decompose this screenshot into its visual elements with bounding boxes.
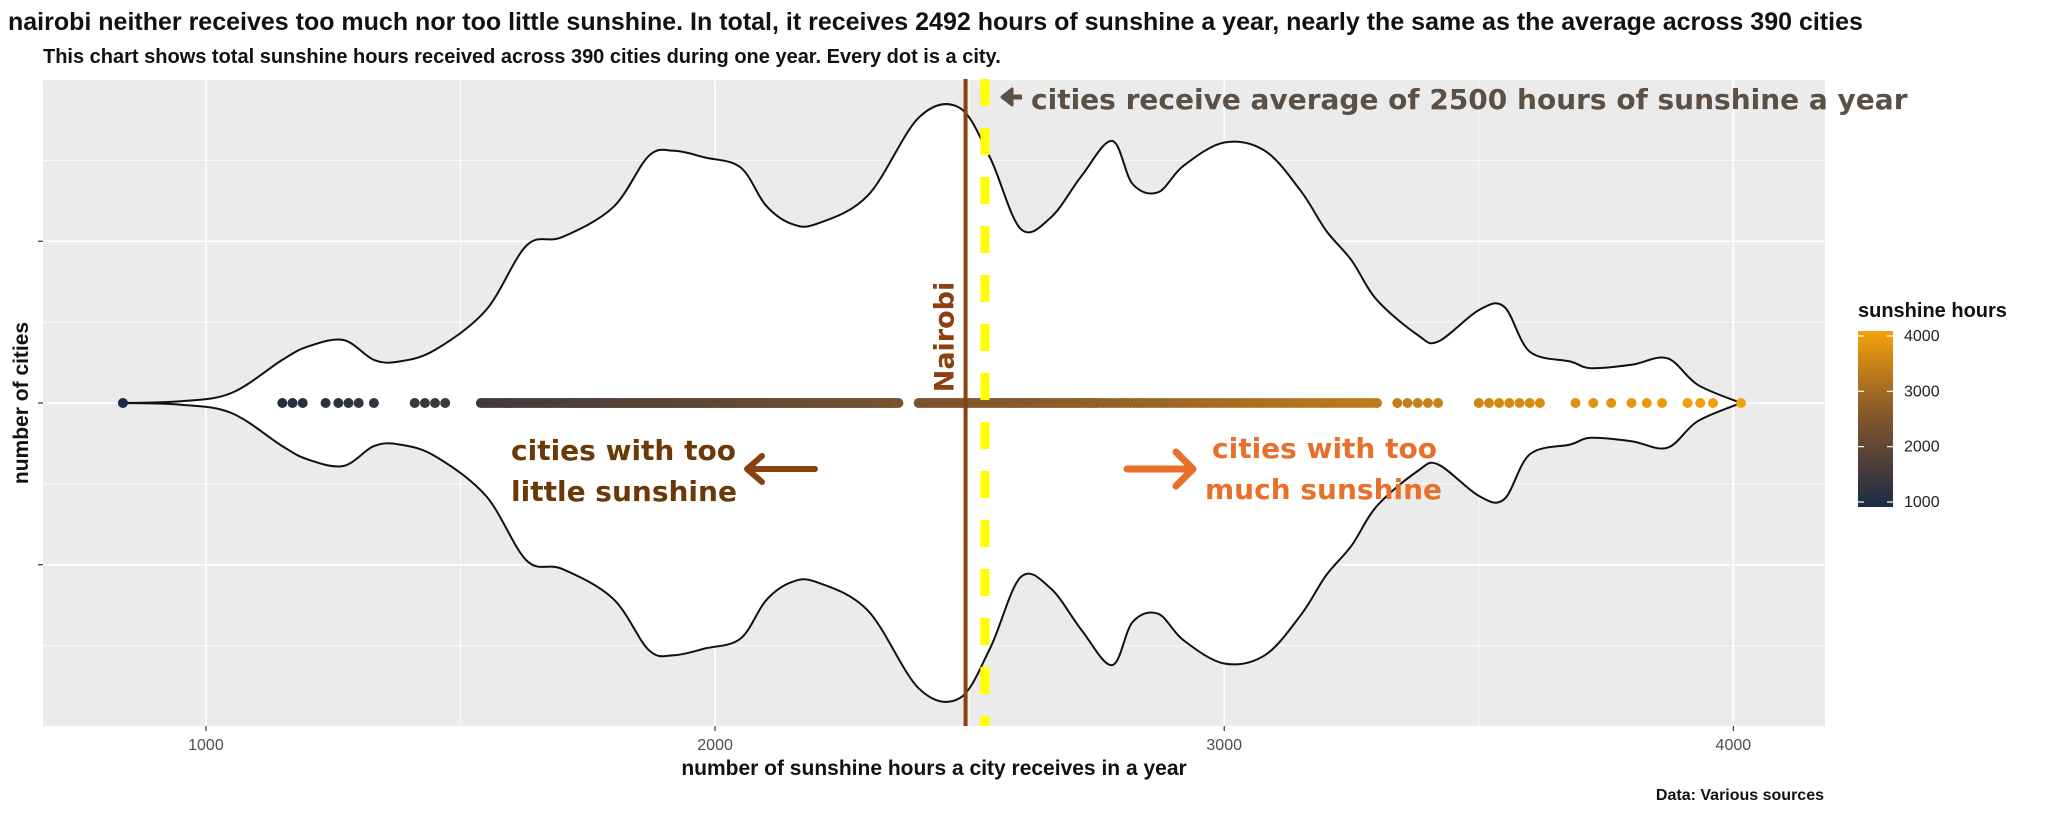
city-dot — [1494, 398, 1505, 408]
city-dot — [1433, 398, 1444, 408]
too-little-line1: cities with too — [511, 434, 736, 467]
city-dot — [368, 398, 379, 408]
city-dot — [297, 398, 308, 408]
city-dot — [1657, 398, 1668, 408]
city-dot — [277, 398, 288, 408]
city-dot — [1514, 398, 1525, 408]
too-little-line2: little sunshine — [511, 475, 737, 508]
x-tick-label: 2000 — [697, 737, 733, 754]
too-much-line2: much sunshine — [1205, 473, 1442, 506]
x-tick-label: 4000 — [1716, 737, 1752, 754]
x-tick-label: 3000 — [1206, 737, 1242, 754]
city-dot — [1588, 398, 1599, 408]
city-dot — [1524, 398, 1535, 408]
city-dot — [343, 398, 354, 408]
city-dot — [1606, 398, 1617, 408]
city-dot — [1695, 398, 1706, 408]
x-axis-title: number of sunshine hours a city receives… — [681, 757, 1186, 780]
legend-ticks: 1000 2000 3000 4000 — [1858, 328, 1940, 511]
legend-tick-label: 3000 — [1904, 383, 1940, 400]
legend-tick-label: 4000 — [1904, 328, 1940, 345]
city-dot — [1484, 398, 1494, 408]
city-dot — [287, 398, 298, 408]
city-dot — [1736, 398, 1746, 408]
city-dots — [117, 398, 1746, 408]
legend-title: sunshine hours — [1858, 300, 2007, 322]
city-dot — [440, 398, 451, 408]
city-dot — [333, 398, 344, 408]
city-dot — [1641, 398, 1652, 408]
city-dot — [430, 398, 440, 408]
city-dot — [320, 398, 331, 408]
city-dot — [1422, 398, 1433, 408]
city-dot — [1473, 398, 1484, 408]
city-dot — [1412, 398, 1423, 408]
average-annotation: cities receive average of 2500 hours of … — [1000, 83, 1908, 116]
chart-subtitle: This chart shows total sunshine hours re… — [43, 46, 1001, 68]
legend-tick-label: 2000 — [1904, 439, 1940, 456]
left-arrow-head-icon — [1000, 87, 1014, 107]
city-dot — [1504, 398, 1515, 408]
x-tick-label: 1000 — [188, 737, 224, 754]
city-dot — [1570, 398, 1581, 408]
y-axis-title: number of cities — [10, 322, 33, 484]
city-dot — [1708, 398, 1718, 408]
x-axis-ticks: 1000 2000 3000 4000 — [188, 726, 1751, 754]
y-axis-ticks — [38, 240, 43, 566]
color-legend: sunshine hours 1000 2000 3000 4000 — [1858, 300, 2007, 511]
city-dot — [117, 398, 128, 408]
too-little-annotation: cities with too little sunshine — [511, 434, 818, 508]
city-dot — [1402, 398, 1413, 408]
legend-tick-label: 1000 — [1904, 494, 1940, 511]
city-dot — [1372, 398, 1382, 408]
too-little-arrow-icon — [744, 453, 818, 485]
city-dot — [419, 398, 430, 408]
city-dot — [893, 398, 904, 408]
city-dot — [353, 398, 364, 408]
data-source-caption: Data: Various sources — [1655, 787, 1824, 804]
nairobi-label: Nairobi — [930, 282, 961, 393]
too-much-line1: cities with too — [1212, 432, 1437, 465]
city-dot — [1682, 398, 1693, 408]
chart-title: nairobi neither receives too much nor to… — [8, 8, 1863, 36]
city-dot — [1534, 398, 1545, 408]
too-much-arrow-icon — [1123, 448, 1197, 490]
average-annotation-text: cities receive average of 2500 hours of … — [1031, 83, 1908, 116]
city-dot — [1626, 398, 1637, 408]
too-much-annotation: cities with too much sunshine — [1123, 432, 1442, 506]
city-dot — [1392, 398, 1403, 408]
city-dot — [409, 398, 420, 408]
legend-colorbar — [1858, 331, 1893, 507]
